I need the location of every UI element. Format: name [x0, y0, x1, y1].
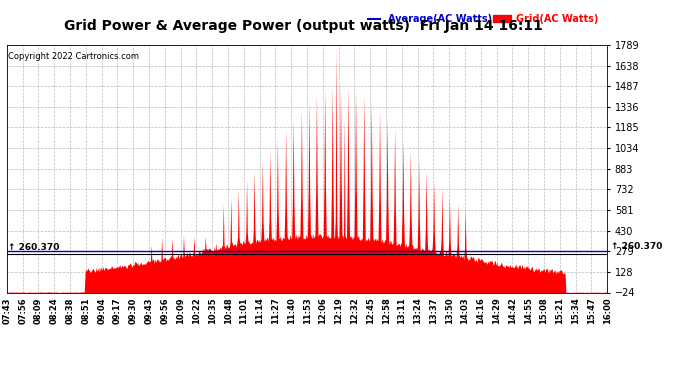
Legend: Average(AC Watts), Grid(AC Watts): Average(AC Watts), Grid(AC Watts) [364, 10, 602, 28]
Text: Grid Power & Average Power (output watts)  Fri Jan 14 16:11: Grid Power & Average Power (output watts… [64, 19, 543, 33]
Text: ↑ 260.370: ↑ 260.370 [611, 242, 662, 251]
Text: Copyright 2022 Cartronics.com: Copyright 2022 Cartronics.com [8, 53, 139, 62]
Text: ↑ 260.370: ↑ 260.370 [8, 243, 59, 252]
